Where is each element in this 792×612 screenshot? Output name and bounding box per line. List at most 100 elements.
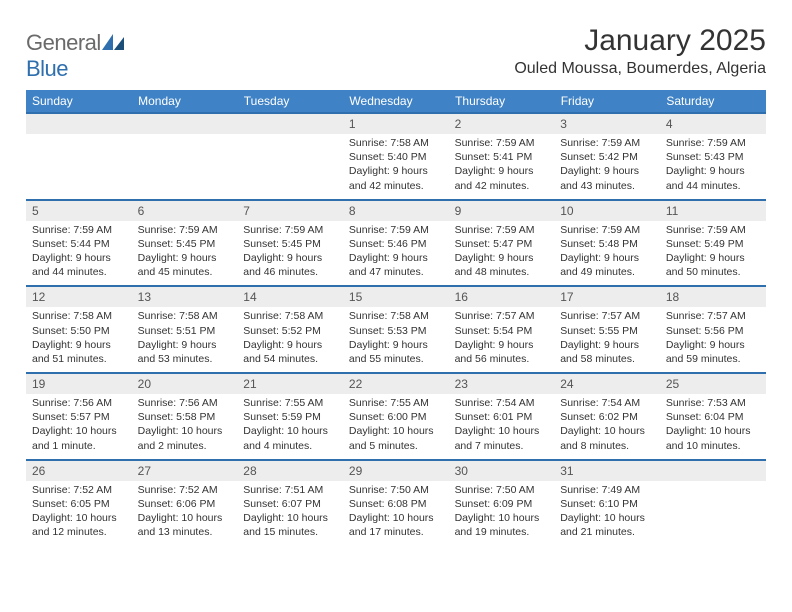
day-detail-line: Sunrise: 7:58 AM [138,309,232,323]
day-number-cell: 28 [237,460,343,481]
day-number-row: 12131415161718 [26,286,766,307]
title-block: January 2025 Ouled Moussa, Boumerdes, Al… [514,24,766,78]
day-number-cell: 10 [554,200,660,221]
day-detail-cell: Sunrise: 7:59 AMSunset: 5:48 PMDaylight:… [554,221,660,287]
day-number-cell: 17 [554,286,660,307]
day-detail-line: Sunrise: 7:52 AM [32,483,126,497]
logo-text-b: Blue [26,56,68,81]
day-detail-cell: Sunrise: 7:54 AMSunset: 6:01 PMDaylight:… [449,394,555,460]
day-number-cell: 24 [554,373,660,394]
day-detail-line: Daylight: 10 hours and 12 minutes. [32,511,126,539]
day-detail-line: Daylight: 9 hours and 51 minutes. [32,338,126,366]
day-detail-cell: Sunrise: 7:59 AMSunset: 5:46 PMDaylight:… [343,221,449,287]
day-detail-row: Sunrise: 7:59 AMSunset: 5:44 PMDaylight:… [26,221,766,287]
day-detail-line: Daylight: 9 hours and 47 minutes. [349,251,443,279]
day-detail-line: Sunset: 5:51 PM [138,324,232,338]
weekday-header: Saturday [660,90,766,113]
weekday-header: Wednesday [343,90,449,113]
day-number-cell: 23 [449,373,555,394]
day-detail-line: Sunrise: 7:57 AM [666,309,760,323]
day-number-cell: 12 [26,286,132,307]
day-detail-cell: Sunrise: 7:57 AMSunset: 5:55 PMDaylight:… [554,307,660,373]
day-detail-line: Sunrise: 7:59 AM [455,136,549,150]
weekday-header: Sunday [26,90,132,113]
day-detail-cell: Sunrise: 7:58 AMSunset: 5:50 PMDaylight:… [26,307,132,373]
day-detail-row: Sunrise: 7:58 AMSunset: 5:40 PMDaylight:… [26,134,766,200]
day-detail-line: Sunset: 5:53 PM [349,324,443,338]
day-detail-line: Sunrise: 7:57 AM [560,309,654,323]
month-title: January 2025 [514,24,766,58]
day-number-cell: 22 [343,373,449,394]
day-number-cell: 15 [343,286,449,307]
day-detail-line: Sunset: 6:09 PM [455,497,549,511]
day-detail-line: Sunrise: 7:54 AM [560,396,654,410]
day-detail-line: Daylight: 10 hours and 4 minutes. [243,424,337,452]
day-detail-line: Sunrise: 7:55 AM [349,396,443,410]
day-detail-cell [660,481,766,546]
day-detail-cell: Sunrise: 7:59 AMSunset: 5:42 PMDaylight:… [554,134,660,200]
weekday-header-row: Sunday Monday Tuesday Wednesday Thursday… [26,90,766,113]
calendar-table: Sunday Monday Tuesday Wednesday Thursday… [26,90,766,545]
day-detail-line: Sunset: 5:46 PM [349,237,443,251]
day-detail-line: Daylight: 10 hours and 19 minutes. [455,511,549,539]
day-detail-cell: Sunrise: 7:50 AMSunset: 6:09 PMDaylight:… [449,481,555,546]
day-detail-line: Sunset: 5:43 PM [666,150,760,164]
day-detail-line: Daylight: 9 hours and 59 minutes. [666,338,760,366]
day-detail-line: Daylight: 10 hours and 21 minutes. [560,511,654,539]
location: Ouled Moussa, Boumerdes, Algeria [514,60,766,78]
day-detail-line: Sunrise: 7:56 AM [32,396,126,410]
day-detail-cell: Sunrise: 7:58 AMSunset: 5:40 PMDaylight:… [343,134,449,200]
day-detail-line: Sunrise: 7:58 AM [32,309,126,323]
day-detail-line: Sunrise: 7:59 AM [666,223,760,237]
day-detail-cell: Sunrise: 7:51 AMSunset: 6:07 PMDaylight:… [237,481,343,546]
day-detail-line: Sunrise: 7:50 AM [455,483,549,497]
day-detail-line: Sunrise: 7:59 AM [138,223,232,237]
day-detail-line: Sunset: 5:47 PM [455,237,549,251]
day-detail-line: Sunrise: 7:59 AM [560,136,654,150]
day-detail-line: Sunset: 5:55 PM [560,324,654,338]
day-detail-line: Sunrise: 7:59 AM [349,223,443,237]
day-detail-line: Daylight: 10 hours and 2 minutes. [138,424,232,452]
day-detail-line: Daylight: 10 hours and 1 minute. [32,424,126,452]
day-detail-line: Sunset: 6:06 PM [138,497,232,511]
day-number-cell: 9 [449,200,555,221]
day-detail-cell: Sunrise: 7:55 AMSunset: 5:59 PMDaylight:… [237,394,343,460]
day-detail-line: Sunset: 5:59 PM [243,410,337,424]
day-detail-line: Daylight: 9 hours and 50 minutes. [666,251,760,279]
day-detail-line: Sunset: 6:00 PM [349,410,443,424]
day-detail-line: Sunset: 5:54 PM [455,324,549,338]
day-number-row: 262728293031 [26,460,766,481]
day-number-cell: 13 [132,286,238,307]
day-detail-line: Daylight: 10 hours and 13 minutes. [138,511,232,539]
day-detail-cell: Sunrise: 7:59 AMSunset: 5:45 PMDaylight:… [237,221,343,287]
day-detail-row: Sunrise: 7:56 AMSunset: 5:57 PMDaylight:… [26,394,766,460]
day-detail-line: Daylight: 10 hours and 8 minutes. [560,424,654,452]
day-number-row: 1234 [26,113,766,134]
day-detail-line: Daylight: 9 hours and 58 minutes. [560,338,654,366]
day-detail-line: Daylight: 10 hours and 10 minutes. [666,424,760,452]
day-detail-line: Sunset: 5:52 PM [243,324,337,338]
day-number-cell: 16 [449,286,555,307]
day-detail-cell: Sunrise: 7:59 AMSunset: 5:45 PMDaylight:… [132,221,238,287]
day-detail-cell: Sunrise: 7:59 AMSunset: 5:43 PMDaylight:… [660,134,766,200]
day-detail-cell: Sunrise: 7:58 AMSunset: 5:52 PMDaylight:… [237,307,343,373]
day-number-row: 567891011 [26,200,766,221]
day-number-cell: 14 [237,286,343,307]
day-detail-cell: Sunrise: 7:52 AMSunset: 6:06 PMDaylight:… [132,481,238,546]
day-detail-cell: Sunrise: 7:59 AMSunset: 5:41 PMDaylight:… [449,134,555,200]
day-number-cell [237,113,343,134]
day-detail-line: Sunrise: 7:55 AM [243,396,337,410]
day-number-cell: 19 [26,373,132,394]
day-detail-line: Daylight: 9 hours and 54 minutes. [243,338,337,366]
day-detail-cell: Sunrise: 7:55 AMSunset: 6:00 PMDaylight:… [343,394,449,460]
day-detail-cell: Sunrise: 7:57 AMSunset: 5:54 PMDaylight:… [449,307,555,373]
day-detail-line: Sunrise: 7:58 AM [349,136,443,150]
day-detail-line: Sunset: 5:50 PM [32,324,126,338]
day-detail-line: Daylight: 9 hours and 46 minutes. [243,251,337,279]
day-detail-line: Sunrise: 7:54 AM [455,396,549,410]
day-detail-line: Daylight: 10 hours and 15 minutes. [243,511,337,539]
day-number-cell: 2 [449,113,555,134]
day-number-cell: 30 [449,460,555,481]
day-number-cell: 27 [132,460,238,481]
day-detail-line: Daylight: 9 hours and 42 minutes. [455,164,549,192]
